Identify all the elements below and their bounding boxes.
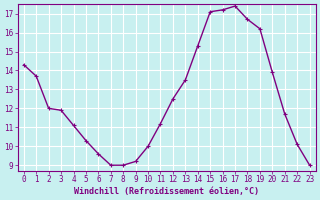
X-axis label: Windchill (Refroidissement éolien,°C): Windchill (Refroidissement éolien,°C) xyxy=(74,187,259,196)
